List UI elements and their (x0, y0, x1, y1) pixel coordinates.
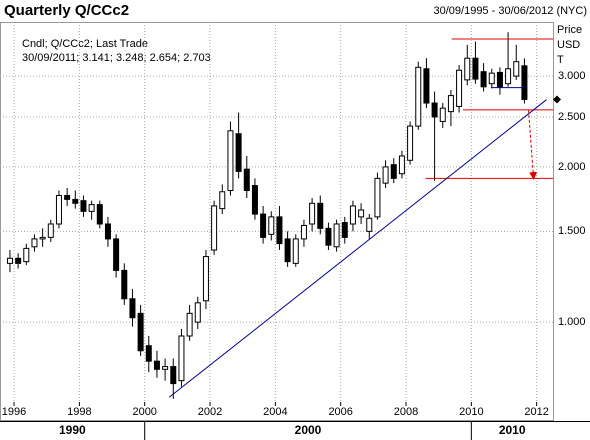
candle-body (170, 366, 177, 385)
axis-unit: USD (557, 39, 580, 51)
annotation: 30/09/2011; 3.141; 3.248; 2.654; 2.703 (22, 52, 211, 64)
candle-body (178, 335, 185, 382)
candle-body (15, 257, 22, 264)
candle-body (31, 238, 38, 248)
candle-body (521, 65, 528, 100)
candle-body (439, 107, 446, 122)
candle-body (251, 185, 258, 215)
candle-body (104, 223, 111, 240)
drawing-line (528, 109, 538, 181)
y-tick-label: 1.500 (558, 225, 586, 237)
candle-body (349, 205, 356, 225)
candle-body (398, 155, 405, 175)
x-tick-label: 1998 (67, 406, 91, 418)
decade-label: 2000 (295, 423, 322, 437)
candle-body (341, 222, 348, 238)
candle-body (276, 216, 283, 245)
decade-label: 2010 (499, 423, 526, 437)
chart-title: Quarterly Q/CCc2 (4, 2, 129, 19)
candle-body (6, 257, 13, 264)
candle-body (211, 205, 218, 251)
candle-body (39, 236, 46, 240)
x-tick-label: 2002 (198, 406, 222, 418)
candle-body (415, 66, 422, 127)
axis-unit: Price (557, 24, 582, 36)
candle-body (358, 209, 365, 218)
y-tick-label: 2.500 (558, 111, 586, 123)
candle-body (96, 204, 103, 225)
x-tick-label: 1996 (2, 406, 26, 418)
candle-body (366, 217, 373, 232)
x-tick-label: 2004 (263, 406, 287, 418)
candle-body (260, 213, 267, 238)
x-tick-label: 2000 (132, 406, 156, 418)
candle-body (88, 204, 95, 212)
candle-body (472, 57, 479, 80)
drawing-line (168, 99, 547, 398)
candle-body (235, 133, 242, 172)
candle-body (325, 227, 332, 246)
candle-body (464, 57, 471, 81)
chart-subtitle: 30/09/1995 - 30/06/2012 (NYC) (434, 5, 588, 17)
candle-body (202, 256, 209, 302)
candle-body (390, 164, 397, 179)
candle-body (480, 71, 487, 88)
candle-body (447, 95, 454, 113)
candle-body (47, 223, 54, 238)
candle-body (80, 200, 87, 212)
candle-body (186, 312, 193, 337)
x-tick-label: 2006 (328, 406, 352, 418)
candle-body (300, 224, 307, 240)
candle-body (113, 238, 120, 271)
x-tick-label: 2010 (459, 406, 483, 418)
candle-body (488, 72, 495, 85)
candle-body (407, 125, 414, 161)
candle-body (496, 71, 503, 88)
candle-body (227, 130, 234, 192)
candle-body (513, 61, 520, 77)
y-tick-label: 2.000 (558, 161, 586, 173)
candle-body (55, 195, 62, 225)
decade-label: 1990 (59, 423, 86, 437)
candle-body (153, 360, 160, 370)
candle-body (268, 216, 275, 235)
candle-body (137, 312, 144, 352)
candle-body (423, 68, 430, 104)
candle-body (292, 238, 299, 264)
candle-body (129, 298, 136, 319)
candle-body (72, 198, 79, 204)
candle-body (219, 191, 226, 210)
candle-body (456, 69, 463, 107)
candle-body (162, 366, 169, 370)
candle-body (317, 202, 324, 229)
x-tick-label: 2012 (524, 406, 548, 418)
axis-unit: T (557, 54, 564, 66)
last-price-marker (553, 95, 561, 104)
candle-body (145, 345, 152, 362)
candle-body (382, 166, 389, 184)
candle-body (374, 177, 381, 218)
candle-body (64, 195, 71, 200)
candle-body (284, 238, 291, 263)
candle-body (431, 102, 438, 118)
candle-body (121, 269, 128, 300)
candle-body (194, 302, 201, 323)
y-tick-label: 1.000 (558, 316, 586, 328)
annotation: Cndl; Q/CCc2; Last Trade (22, 38, 148, 50)
candle-body (505, 68, 512, 85)
x-tick-label: 2008 (394, 406, 418, 418)
candle-body (309, 202, 316, 225)
candle-body (243, 168, 250, 192)
candle-body (23, 247, 30, 263)
y-tick-label: 3.000 (558, 70, 586, 82)
candle-body (333, 223, 340, 248)
